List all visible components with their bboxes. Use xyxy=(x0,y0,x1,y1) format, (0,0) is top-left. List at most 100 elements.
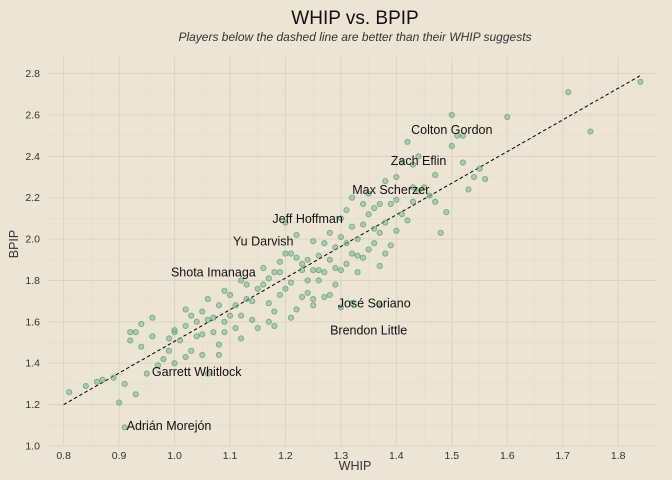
data-point xyxy=(393,196,400,203)
y-tick-label: 2.0 xyxy=(25,234,40,246)
data-point xyxy=(110,374,117,381)
data-point xyxy=(465,186,472,193)
x-tick-label: 1.6 xyxy=(500,450,515,462)
data-point xyxy=(437,229,444,236)
y-tick-label: 1.4 xyxy=(25,358,40,370)
x-tick-label: 1.7 xyxy=(555,450,570,462)
data-point xyxy=(287,314,295,321)
data-point xyxy=(348,300,356,307)
data-point xyxy=(459,132,466,139)
data-point xyxy=(360,200,367,207)
y-tick-label: 2.8 xyxy=(25,68,40,80)
data-point xyxy=(376,200,383,207)
data-point xyxy=(415,188,422,195)
data-point xyxy=(287,279,295,286)
data-point xyxy=(265,275,272,282)
data-point xyxy=(337,304,344,311)
data-point xyxy=(404,138,411,145)
data-point xyxy=(260,265,267,272)
data-point xyxy=(343,207,350,214)
data-point xyxy=(265,318,272,325)
data-point xyxy=(409,161,417,168)
data-point xyxy=(182,353,189,361)
data-point xyxy=(365,211,372,218)
data-point xyxy=(93,378,100,385)
data-point xyxy=(504,113,511,121)
data-point xyxy=(149,333,156,340)
data-point xyxy=(448,142,455,150)
x-axis-label: WHIP xyxy=(339,459,372,473)
data-point xyxy=(376,262,383,270)
player-annotations: Colton Gordon Zach Eflin Max Scherzer Jeff … xyxy=(127,123,493,433)
y-tick-label: 1.8 xyxy=(25,275,40,287)
data-point xyxy=(204,370,211,377)
data-point xyxy=(337,233,344,241)
data-point xyxy=(343,240,350,247)
data-point xyxy=(337,215,344,222)
data-point xyxy=(393,173,400,181)
data-point xyxy=(299,267,306,274)
data-point xyxy=(165,335,173,342)
axes: 0.8 0.9 1.0 1.1 1.2 1.3 1.4 1.5 1.6 1.7 1.8 1.0 1.2 1… xyxy=(25,68,625,462)
player-label: Garrett Whitlock xyxy=(152,365,242,379)
data-point xyxy=(332,281,339,288)
player-label: Jeff Hoffman xyxy=(272,212,342,226)
data-point xyxy=(243,296,250,303)
data-point xyxy=(565,89,572,96)
y-tick-label: 2.4 xyxy=(25,151,40,163)
data-point xyxy=(254,285,261,292)
grid xyxy=(47,57,657,447)
player-label: José Soriano xyxy=(338,297,411,311)
data-point xyxy=(293,306,300,313)
data-point xyxy=(354,252,361,259)
data-point xyxy=(121,380,128,387)
data-point xyxy=(376,302,383,309)
data-point xyxy=(215,341,222,348)
data-point xyxy=(276,258,283,265)
data-point xyxy=(348,250,356,257)
data-point xyxy=(127,329,134,336)
data-point xyxy=(210,314,217,321)
data-point xyxy=(354,236,361,243)
data-point xyxy=(238,312,245,319)
data-point xyxy=(82,382,89,390)
data-point xyxy=(282,219,289,226)
chart-subtitle: Players below the dashed line are better… xyxy=(178,30,531,44)
data-point xyxy=(276,269,283,276)
player-label: Colton Gordon xyxy=(411,123,492,137)
data-point xyxy=(398,159,405,166)
data-point xyxy=(215,351,222,359)
x-tick-label: 0.8 xyxy=(56,450,71,462)
data-point xyxy=(404,217,411,224)
data-point xyxy=(221,287,228,294)
data-point xyxy=(348,223,356,230)
data-point xyxy=(315,267,322,274)
data-point xyxy=(326,256,333,263)
data-point xyxy=(121,424,128,431)
data-point xyxy=(282,285,289,292)
data-point xyxy=(337,267,344,274)
x-tick-label: 1.3 xyxy=(334,450,349,462)
data-point xyxy=(204,296,211,303)
data-point xyxy=(238,335,245,342)
data-point xyxy=(221,329,228,336)
data-point xyxy=(360,221,367,228)
data-point xyxy=(482,176,489,183)
player-label: Zach Eflin xyxy=(391,154,447,168)
x-tick-label: 1.8 xyxy=(611,450,626,462)
data-point xyxy=(149,314,156,321)
y-tick-label: 1.2 xyxy=(25,399,40,411)
data-point xyxy=(138,320,145,327)
data-point xyxy=(238,277,245,284)
data-point xyxy=(132,329,139,336)
data-point xyxy=(354,269,361,276)
data-point xyxy=(398,211,405,218)
data-point xyxy=(193,318,200,325)
data-point xyxy=(171,360,178,367)
data-point xyxy=(188,312,195,319)
data-point xyxy=(371,204,378,212)
data-point xyxy=(293,231,300,238)
data-point xyxy=(143,370,150,377)
data-point xyxy=(476,165,483,172)
